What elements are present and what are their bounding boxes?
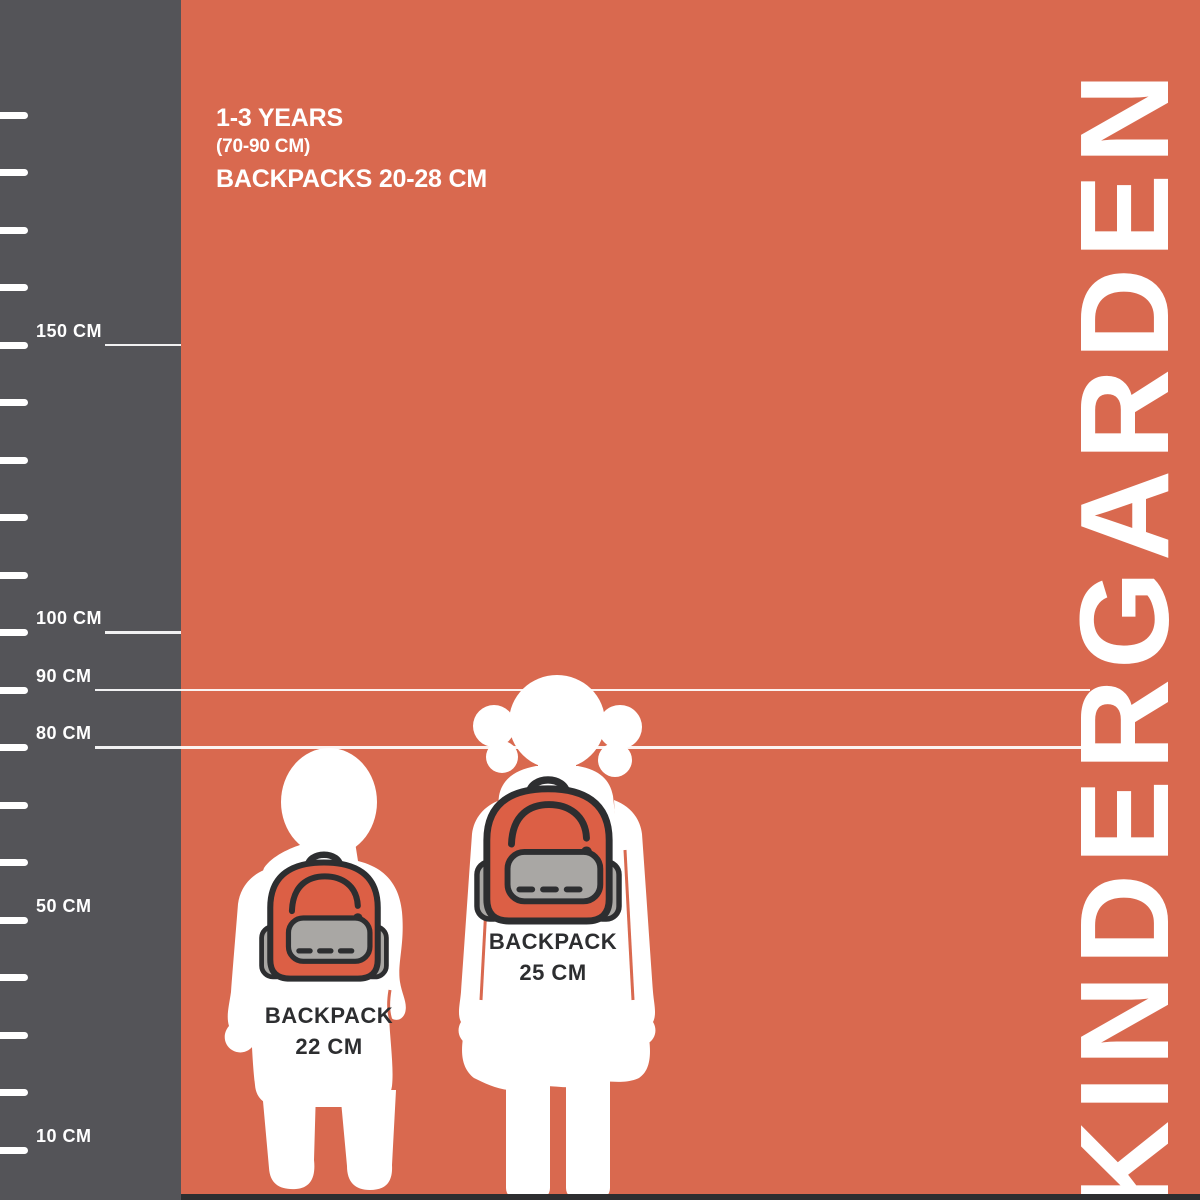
backpack-size-range-label: BACKPACKS 20-28 CM	[216, 165, 487, 193]
tick-mark	[0, 1031, 28, 1039]
ruler-tick-100cm: 100 CM	[0, 608, 1200, 636]
tick-mark	[0, 169, 28, 176]
tick-mark	[0, 341, 28, 349]
tick-mark	[0, 514, 28, 521]
tick-mark	[0, 571, 28, 579]
ruler-guide-line	[105, 631, 181, 634]
backpack-word: BACKPACK	[488, 929, 618, 954]
ruler-tick-160cm	[0, 284, 1200, 291]
toddler-backpack-label: BACKPACK 22 CM	[234, 1000, 424, 1062]
tick-mark	[0, 456, 28, 464]
ruler-tick-170cm	[0, 226, 1200, 234]
tick-mark	[0, 111, 28, 119]
ruler-tick-label: 50 CM	[36, 895, 92, 916]
ruler-guide-line	[105, 343, 181, 346]
tick-mark	[0, 801, 28, 809]
ruler-tick-90cm: 90 CM	[0, 666, 1200, 694]
ruler-tick-180cm	[0, 169, 1200, 176]
ruler-tick-190cm	[0, 111, 1200, 119]
tick-mark	[0, 916, 28, 924]
ruler-tick-150cm: 150 CM	[0, 321, 1200, 349]
backpack-size: 22 CM	[295, 1034, 363, 1059]
age-range-label: 1-3 YEARS	[216, 104, 343, 132]
tick-mark	[0, 226, 28, 234]
tick-mark	[0, 1089, 28, 1096]
ruler-tick-60cm	[0, 859, 1200, 866]
floor-line	[181, 1194, 1200, 1200]
backpack-icon	[259, 845, 389, 984]
ruler-tick-70cm	[0, 801, 1200, 809]
backpack-word: BACKPACK	[264, 1003, 394, 1028]
ruler-guide-line	[94, 688, 1090, 691]
tick-mark	[0, 284, 28, 291]
child-height-range-label: (70-90 CM)	[216, 136, 311, 157]
ruler-tick-120cm	[0, 514, 1200, 521]
tick-mark	[0, 744, 28, 751]
tick-mark	[0, 974, 28, 981]
ruler-tick-10cm: 10 CM	[0, 1126, 1200, 1154]
girl-backpack-label: BACKPACK 25 CM	[458, 926, 648, 988]
backpack-icon	[474, 769, 622, 927]
tick-mark	[0, 399, 28, 406]
height-ruler-column	[0, 0, 181, 1200]
ruler-tick-label: 10 CM	[36, 1125, 92, 1146]
tick-mark	[0, 859, 28, 866]
ruler-tick-110cm	[0, 571, 1200, 579]
backpack-size: 25 CM	[519, 960, 587, 985]
header-block: 1-3 YEARS (70-90 CM) BACKPACKS 20-28 CM	[216, 103, 487, 194]
tick-mark	[0, 686, 28, 694]
ruler-tick-label: 100 CM	[36, 608, 103, 628]
ruler-tick-130cm	[0, 456, 1200, 464]
ruler-tick-140cm	[0, 399, 1200, 406]
tick-mark	[0, 629, 28, 636]
ruler-tick-label: 90 CM	[36, 665, 92, 686]
ruler-tick-20cm	[0, 1089, 1200, 1096]
ruler-tick-label: 80 CM	[36, 723, 92, 743]
ruler-tick-40cm	[0, 974, 1200, 981]
ruler-tick-50cm: 50 CM	[0, 896, 1200, 924]
ruler-tick-label: 150 CM	[36, 320, 103, 341]
tick-mark	[0, 1146, 28, 1154]
ruler-tick-30cm	[0, 1031, 1200, 1039]
